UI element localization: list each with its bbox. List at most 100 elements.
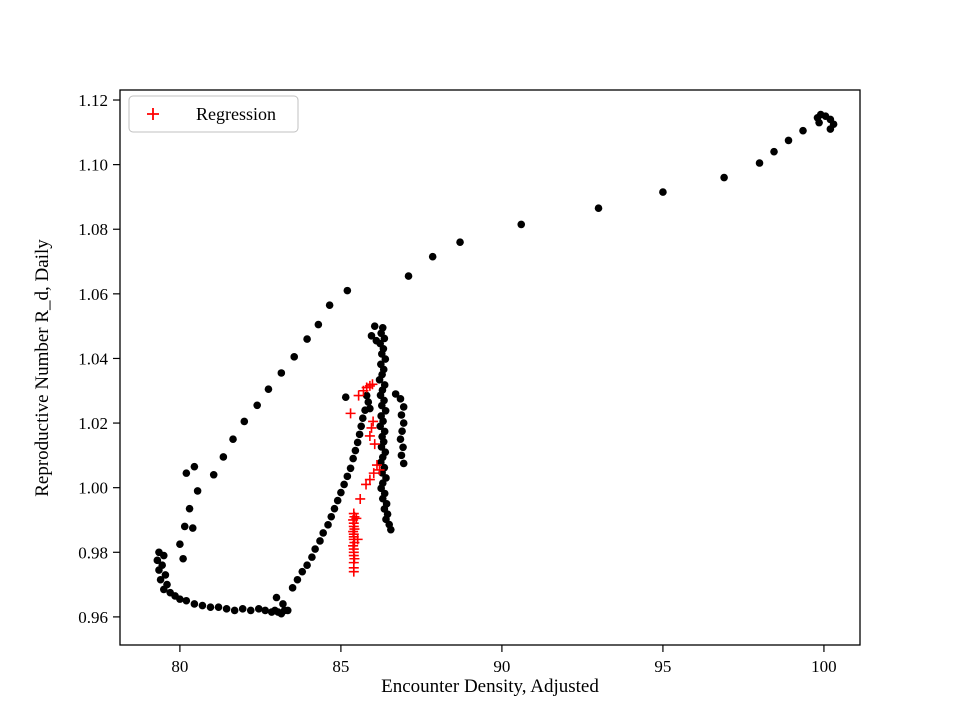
data-point bbox=[240, 417, 249, 426]
data-point bbox=[272, 593, 281, 602]
x-tick-label: 100 bbox=[811, 657, 837, 676]
data-point bbox=[206, 603, 215, 612]
data-point bbox=[314, 320, 323, 329]
data-point bbox=[253, 401, 261, 410]
data-point bbox=[367, 332, 376, 340]
y-axis-label: Reproductive Number R_d, Daily bbox=[32, 239, 53, 497]
regression-marker bbox=[364, 430, 375, 441]
data-point bbox=[176, 595, 184, 603]
data-point bbox=[397, 451, 406, 460]
data-point bbox=[277, 609, 286, 618]
data-point bbox=[324, 521, 332, 529]
regression-plus-icon bbox=[147, 108, 159, 120]
data-point bbox=[341, 393, 350, 402]
data-point bbox=[319, 529, 327, 537]
data-point bbox=[193, 487, 202, 495]
data-point bbox=[283, 606, 292, 615]
data-point bbox=[404, 272, 413, 280]
data-point bbox=[214, 603, 223, 612]
data-point bbox=[230, 606, 239, 615]
x-tick-label: 90 bbox=[493, 657, 510, 676]
data-point bbox=[185, 504, 194, 513]
data-point bbox=[271, 606, 279, 615]
data-point bbox=[209, 470, 218, 479]
data-point bbox=[330, 504, 339, 513]
data-point bbox=[396, 435, 405, 444]
data-point bbox=[355, 430, 364, 439]
data-point bbox=[298, 567, 307, 576]
data-point bbox=[303, 335, 311, 343]
data-point bbox=[398, 427, 406, 435]
axes-frame bbox=[119, 89, 861, 646]
regression-marker bbox=[353, 390, 364, 401]
regression-marker bbox=[366, 422, 377, 433]
data-point bbox=[399, 459, 408, 468]
data-point bbox=[288, 584, 297, 592]
data-point bbox=[351, 446, 360, 455]
data-point bbox=[359, 414, 367, 423]
regression-marker bbox=[355, 493, 366, 504]
y-tick-label: 1.12 bbox=[78, 91, 108, 110]
data-point bbox=[362, 391, 371, 400]
data-point bbox=[815, 118, 823, 127]
data-point bbox=[340, 480, 348, 489]
data-point bbox=[190, 462, 199, 471]
data-point bbox=[254, 605, 263, 613]
data-point bbox=[343, 286, 352, 295]
x-tick-label: 85 bbox=[332, 657, 349, 676]
x-tick-label: 80 bbox=[171, 657, 188, 676]
data-point bbox=[346, 464, 355, 473]
y-tick-label: 1.02 bbox=[78, 414, 108, 433]
data-point bbox=[594, 204, 603, 213]
data-point bbox=[799, 126, 807, 135]
y-tick-label: 0.96 bbox=[78, 608, 108, 627]
data-point bbox=[238, 605, 247, 613]
data-point bbox=[176, 540, 184, 549]
regression-marker bbox=[348, 566, 359, 577]
data-point bbox=[156, 575, 165, 584]
regression-marker bbox=[367, 379, 378, 390]
y-tick-label: 1.10 bbox=[78, 156, 108, 175]
x-tick-label: 95 bbox=[654, 657, 671, 676]
data-point bbox=[456, 238, 464, 246]
regression-marker bbox=[368, 416, 379, 427]
data-point bbox=[311, 545, 319, 553]
data-point bbox=[161, 571, 170, 579]
data-point bbox=[333, 496, 342, 505]
data-point bbox=[357, 422, 365, 431]
data-point bbox=[399, 419, 408, 427]
data-point bbox=[370, 322, 379, 330]
data-point bbox=[659, 188, 667, 196]
data-point bbox=[364, 398, 373, 406]
regression-marker bbox=[361, 479, 372, 490]
data-point bbox=[308, 553, 316, 561]
data-point bbox=[353, 438, 362, 447]
data-point bbox=[325, 301, 334, 309]
data-point bbox=[399, 443, 407, 452]
data-point bbox=[381, 406, 390, 415]
regression-marker bbox=[374, 464, 385, 475]
data-point bbox=[222, 605, 231, 613]
data-point bbox=[290, 353, 299, 361]
data-point bbox=[387, 525, 395, 534]
data-point bbox=[219, 453, 228, 461]
data-point bbox=[159, 551, 168, 560]
data-point bbox=[303, 561, 311, 570]
data-point bbox=[155, 566, 163, 574]
data-point bbox=[182, 596, 191, 605]
data-point bbox=[188, 524, 197, 532]
data-point bbox=[293, 575, 302, 584]
data-point bbox=[391, 390, 400, 398]
legend: Regression bbox=[128, 95, 299, 133]
y-tick-label: 0.98 bbox=[78, 543, 108, 562]
data-point bbox=[784, 136, 793, 145]
data-point bbox=[264, 385, 273, 393]
legend-box bbox=[128, 95, 299, 133]
data-point bbox=[396, 395, 405, 403]
data-point bbox=[376, 422, 384, 431]
data-point bbox=[198, 601, 207, 610]
data-point bbox=[720, 173, 728, 182]
data-point bbox=[179, 554, 187, 563]
data-point bbox=[399, 403, 408, 411]
